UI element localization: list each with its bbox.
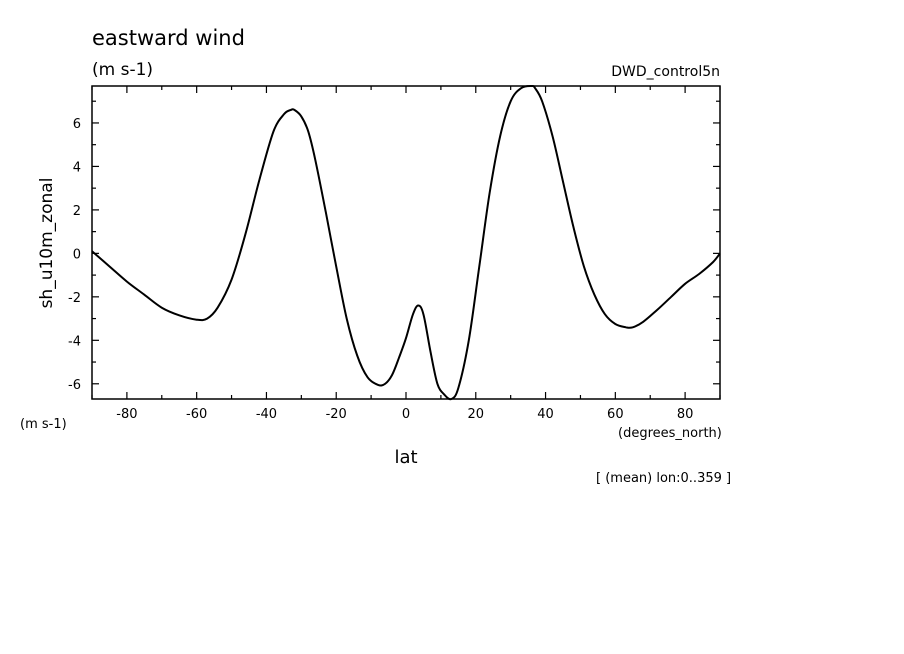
footnote: [ (mean) lon:0..359 ]: [596, 471, 731, 486]
x-tick-label: 0: [402, 407, 410, 422]
series-line: [91, 84, 721, 401]
y-tick-label: 0: [73, 247, 81, 262]
y-tick-label: -4: [68, 334, 81, 349]
x-tick-label: 20: [468, 407, 485, 422]
x-tick-label: 60: [607, 407, 624, 422]
y-tick-label: -2: [68, 291, 81, 306]
y-axis-label: sh_u10m_zonal: [37, 178, 57, 309]
y-tick-label: -6: [68, 378, 81, 393]
y-axis-units: (m s-1): [20, 417, 67, 432]
plot-frame: [91, 85, 721, 400]
chart-title-units: (m s-1): [92, 60, 153, 80]
y-axis-label-text: sh_u10m_zonal: [37, 178, 57, 309]
x-tick-label: -80: [116, 407, 137, 422]
x-axis-units: (degrees_north): [618, 426, 722, 441]
y-tick-label: 6: [73, 117, 81, 132]
y-tick-label: 4: [73, 160, 81, 175]
x-tick-label: 40: [537, 407, 554, 422]
dataset-label: DWD_control5n: [611, 64, 720, 80]
chart-title: eastward wind: [92, 26, 245, 50]
x-tick-label: -40: [256, 407, 277, 422]
x-tick-label: -60: [186, 407, 207, 422]
y-tick-label: 2: [73, 204, 81, 219]
x-tick-label: 80: [677, 407, 694, 422]
axis-ticks: [91, 86, 721, 399]
x-tick-label: -20: [326, 407, 347, 422]
x-axis-label: lat: [394, 447, 417, 468]
